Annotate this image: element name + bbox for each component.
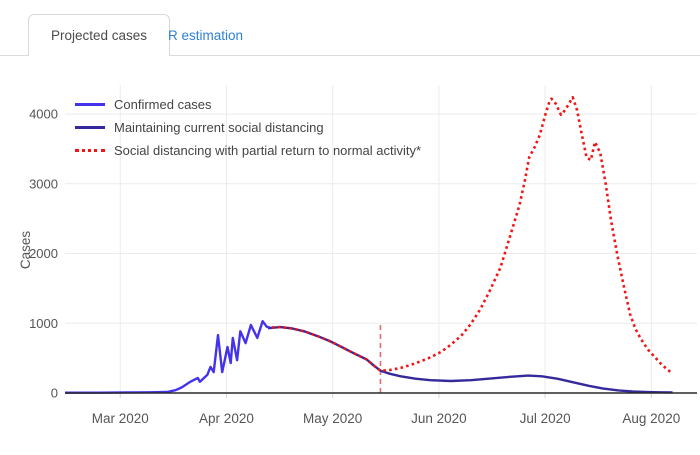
tab-r-estimation-label: R estimation — [168, 27, 244, 43]
legend-item-confirmed-cases[interactable]: Confirmed cases — [75, 96, 421, 113]
x-tick-label: Mar 2020 — [92, 411, 149, 426]
chart-canvas[interactable]: Mar 2020 Apr 2020 May 2020 Jun 2020 Jul 2020… — [0, 56, 700, 455]
y-tick-label: 4000 — [29, 107, 58, 122]
tab-bar-divider — [0, 55, 700, 56]
tab-projected-cases-label: Projected cases — [51, 28, 148, 43]
legend-item-partial-return[interactable]: Social distancing with partial return to… — [75, 142, 421, 159]
x-tick-label: Jun 2020 — [411, 411, 467, 426]
legend-label-confirmed: Confirmed cases — [114, 97, 212, 112]
y-tick-label: 3000 — [29, 176, 58, 191]
legend-line-swatch-partial-return — [75, 149, 105, 152]
x-tick-label: May 2020 — [303, 411, 362, 426]
chart-legend: Confirmed cases Maintaining current soci… — [75, 96, 421, 165]
tab-projected-cases[interactable]: Projected cases — [28, 14, 171, 56]
y-tick-label: 1000 — [29, 316, 58, 331]
tab-r-estimation[interactable]: R estimation — [158, 14, 253, 56]
line-maintaining-distancing — [267, 325, 673, 394]
x-tick-label: Jul 2020 — [520, 411, 571, 426]
y-axis-title: Cases — [18, 231, 33, 270]
legend-line-swatch-confirmed — [75, 103, 105, 106]
legend-label-partial-return: Social distancing with partial return to… — [114, 143, 422, 158]
y-tick-label: 0 — [51, 386, 58, 401]
y-tick-label: 2000 — [29, 246, 58, 261]
x-tick-label: Aug 2020 — [622, 411, 680, 426]
projection-chart[interactable]: Mar 2020 Apr 2020 May 2020 Jun 2020 Jul 2020… — [0, 56, 700, 455]
x-tick-label: Apr 2020 — [199, 411, 254, 426]
line-partial-return-projection — [272, 96, 673, 374]
legend-line-swatch-current-distancing — [75, 126, 105, 129]
line-confirmed-cases — [65, 320, 271, 394]
legend-label-current-distancing: Maintaining current social distancing — [114, 120, 324, 135]
legend-item-current-distancing[interactable]: Maintaining current social distancing — [75, 119, 421, 136]
tab-bar: Projected cases R estimation — [0, 0, 700, 56]
